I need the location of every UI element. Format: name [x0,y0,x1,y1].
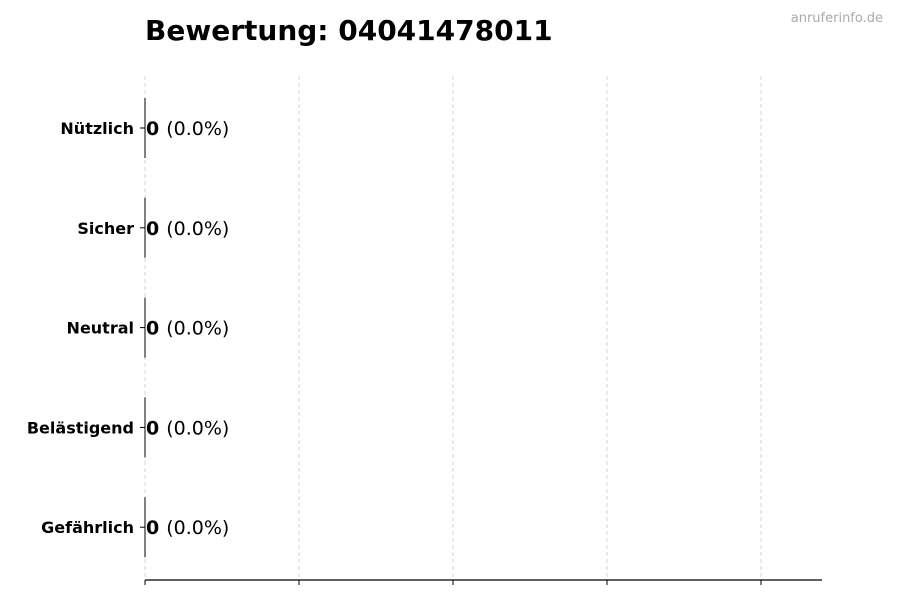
percent-label: (0.0%) [166,417,229,439]
value-label: 0 [146,417,159,439]
category-label: Gefährlich [41,518,134,537]
value-label: 0 [146,118,159,140]
category-label: Nützlich [60,119,134,138]
value-label: 0 [146,517,159,539]
category-label: Sicher [77,219,134,238]
data-label: 0 (0.0%) [146,218,229,240]
category-label: Belästigend [27,418,134,437]
value-label: 0 [146,318,159,340]
percent-label: (0.0%) [166,318,229,340]
percent-label: (0.0%) [166,218,229,240]
percent-label: (0.0%) [166,118,229,140]
data-label: 0 (0.0%) [146,118,229,140]
percent-label: (0.0%) [166,517,229,539]
data-label: 0 (0.0%) [146,417,229,439]
watermark: anruferinfo.de [791,11,883,26]
chart-title: Bewertung: 04041478011 [145,14,553,47]
data-label: 0 (0.0%) [146,318,229,340]
value-label: 0 [146,218,159,240]
data-label: 0 (0.0%) [146,517,229,539]
category-label: Neutral [67,319,134,338]
